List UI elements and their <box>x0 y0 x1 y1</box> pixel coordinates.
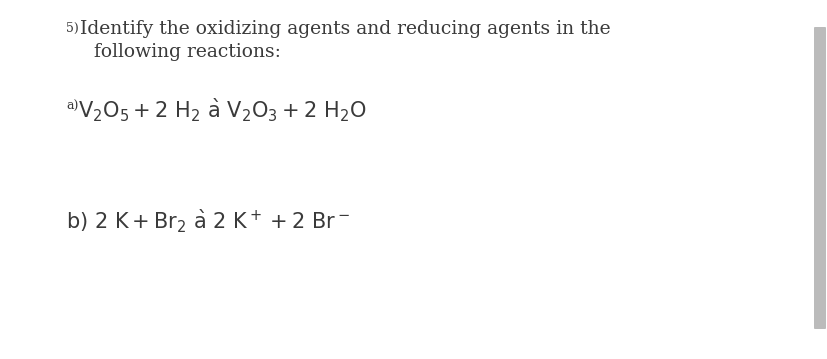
Text: a): a) <box>66 100 79 113</box>
Text: $\mathrm{b)\ 2\ K + Br_2\ \grave{a}\ 2\ K^+ + 2\ Br^-}$: $\mathrm{b)\ 2\ K + Br_2\ \grave{a}\ 2\ … <box>66 208 349 235</box>
Text: 5): 5) <box>66 22 79 35</box>
FancyBboxPatch shape <box>813 27 825 329</box>
Text: $\mathrm{V_2O_5 + 2\ H_2\ \grave{a}\ V_2O_3 + 2\ H_2O}$: $\mathrm{V_2O_5 + 2\ H_2\ \grave{a}\ V_2… <box>78 97 366 124</box>
Text: following reactions:: following reactions: <box>94 43 280 61</box>
Text: Identify the oxidizing agents and reducing agents in the: Identify the oxidizing agents and reduci… <box>80 20 609 38</box>
